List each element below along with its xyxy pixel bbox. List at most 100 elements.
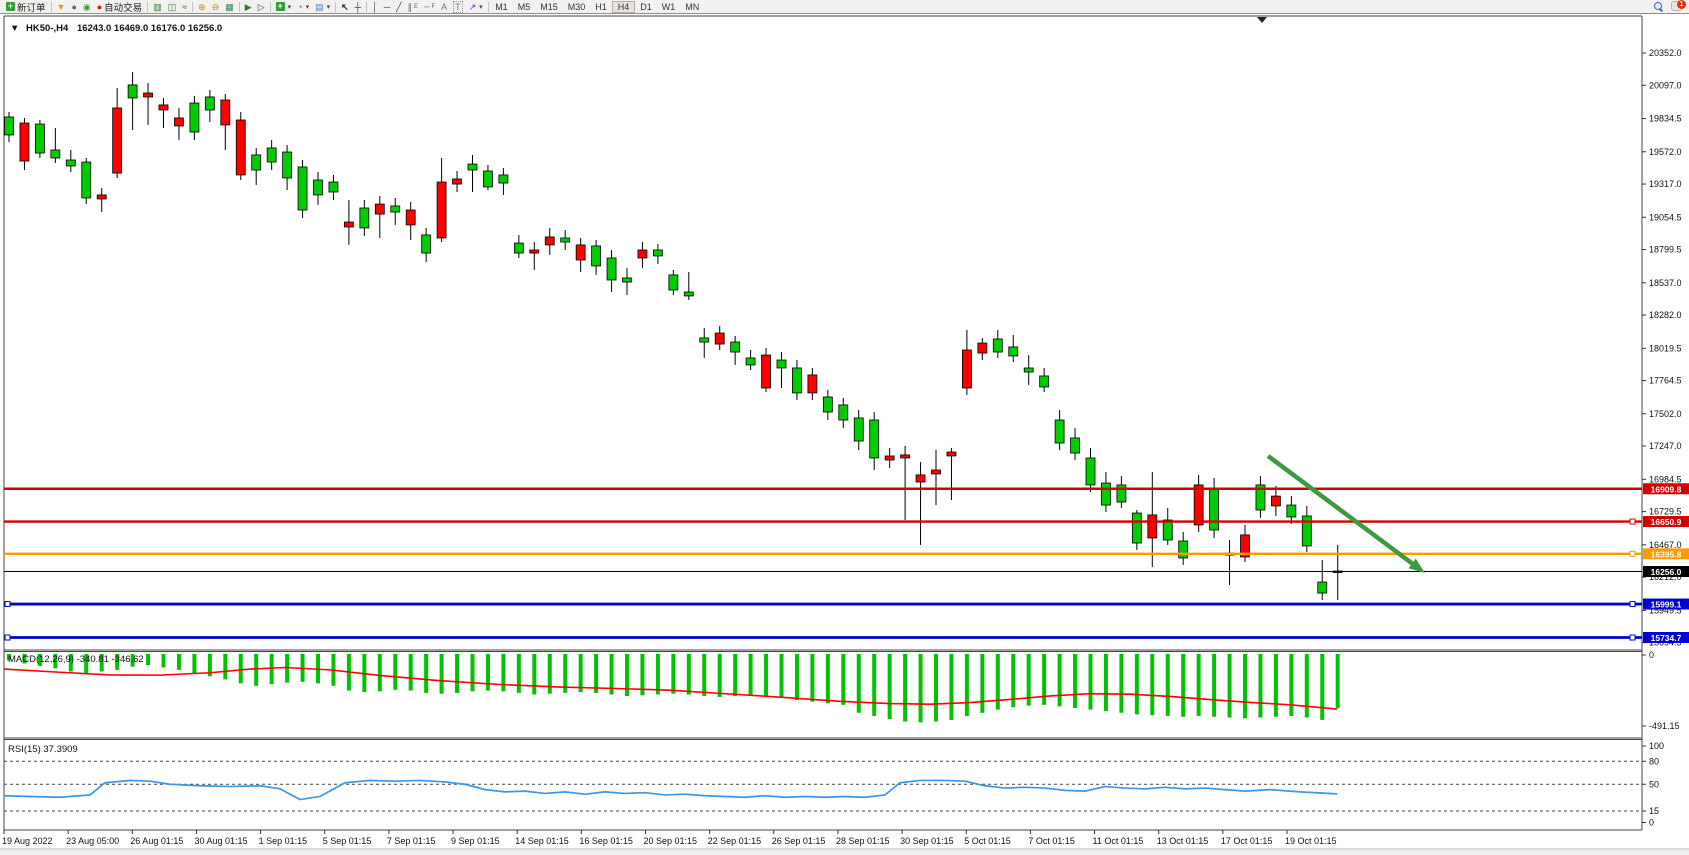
hline-handle[interactable]	[1629, 634, 1636, 641]
templates-button[interactable]: ▤ ▾	[312, 0, 333, 13]
candle-body	[1116, 484, 1127, 503]
candle	[297, 160, 308, 218]
time-tick-label: 17 Oct 01:15	[1221, 836, 1273, 846]
hline-15734.7[interactable]: 15734.7	[4, 632, 1689, 644]
trend-arrow[interactable]	[1266, 454, 1425, 573]
hline-15999.1[interactable]: 15999.1	[4, 598, 1689, 610]
hline-handle[interactable]	[1629, 518, 1636, 525]
macd-histogram-bar	[779, 654, 784, 698]
macd-histogram-bar	[84, 654, 89, 674]
candle-body	[992, 338, 1003, 353]
collapse-indicator-list-icon[interactable]: ▼	[10, 23, 19, 34]
macd-histogram-bar	[439, 654, 444, 694]
timeframe-h1[interactable]: H1	[595, 1, 607, 12]
time-tick-label: 13 Oct 01:15	[1157, 836, 1209, 846]
hline-handle[interactable]	[1629, 550, 1636, 557]
macd-histogram-bar	[238, 654, 243, 684]
zoom-out-button[interactable]: ⊖	[209, 0, 223, 13]
arrows-button[interactable]: ↗ ▾	[466, 0, 486, 13]
cursor-button[interactable]: ↖	[338, 0, 352, 13]
arrow-head[interactable]	[1408, 558, 1425, 573]
candle	[637, 242, 648, 268]
macd-histogram-bar	[733, 654, 738, 697]
candle	[792, 360, 802, 400]
candle	[127, 72, 138, 130]
candle	[1271, 485, 1281, 516]
candle	[1054, 410, 1065, 450]
price-tick-label: 16467.0	[1649, 540, 1682, 550]
candle	[220, 94, 231, 150]
hline-handle[interactable]	[1629, 601, 1636, 608]
candle-body	[436, 181, 447, 239]
candle	[282, 144, 293, 190]
timeframe-w1[interactable]: W1	[661, 1, 676, 12]
macd-histogram-bar	[578, 654, 583, 693]
line-chart-button[interactable]: ≈	[179, 0, 190, 13]
macd-histogram-bar	[37, 654, 42, 666]
price-axis[interactable]: 20352.0 20097.0 19834.5 19572.0 19317.0 19054…	[1642, 48, 1682, 648]
candlestick-button[interactable]: ◫	[165, 0, 180, 13]
timeframe-m5[interactable]: M5	[517, 1, 531, 12]
timeframe-h4[interactable]: H4	[612, 0, 635, 13]
timeframe-m1[interactable]: M1	[495, 1, 508, 12]
crosshair-button[interactable]: ┼	[352, 0, 364, 13]
tile-windows-button[interactable]: ▦	[222, 0, 237, 13]
candle	[622, 267, 632, 295]
hline-16256.0[interactable]: 16256.0	[4, 566, 1689, 578]
horizontal-line-button[interactable]: ─	[381, 0, 393, 13]
periods-button[interactable]: ◔ ▾	[294, 0, 312, 13]
candle-body	[962, 349, 972, 389]
vertical-line-button[interactable]: │	[369, 0, 381, 13]
chat-icon[interactable]: 1	[1671, 0, 1686, 11]
timeframe-d1[interactable]: D1	[640, 1, 652, 12]
auto-scroll-button[interactable]: ▶	[242, 0, 255, 13]
macd-histogram-bar	[686, 654, 691, 695]
macd-histogram-bar	[470, 654, 475, 692]
candle	[1286, 496, 1297, 525]
horizontal-lines-layer: 16909.8 16650.9 16395.8 16256.0 15999.1 15734…	[4, 483, 1689, 644]
trendline-button[interactable]: ╱	[393, 0, 404, 13]
fibonacci-button[interactable]: ┄ F	[421, 0, 438, 13]
timeframe-m30[interactable]: M30	[567, 1, 586, 12]
hline-16909.8[interactable]: 16909.8	[4, 483, 1689, 495]
toolbar-separator	[487, 1, 489, 12]
label-button[interactable]: T	[450, 0, 466, 13]
indicators-button[interactable]: + ▾	[273, 0, 295, 13]
macd-histogram-bar	[161, 654, 166, 668]
profile-button[interactable]: ●	[68, 0, 79, 13]
zoom-in-button[interactable]: ⊕	[195, 0, 209, 13]
candle-body	[900, 454, 910, 459]
timeframe-mn[interactable]: MN	[685, 1, 700, 12]
chart-shift-button[interactable]: ▷	[255, 0, 268, 13]
rsi-axis-label: 100	[1649, 741, 1664, 751]
hline-handle[interactable]	[4, 634, 11, 641]
chart-shift-marker[interactable]	[1257, 17, 1267, 23]
new-order-button[interactable]: + 新订单	[3, 0, 49, 14]
hline-16650.9[interactable]: 16650.9	[4, 516, 1689, 528]
candle	[1131, 510, 1142, 550]
time-tick-label: 9 Sep 01:15	[451, 836, 500, 846]
bar-chart-button[interactable]: ▥	[150, 0, 165, 13]
macd-histogram-bar	[377, 654, 382, 692]
macd-histogram-bar	[903, 654, 908, 722]
candle	[822, 390, 833, 420]
arrow-shaft[interactable]	[1266, 454, 1419, 569]
text-button[interactable]: A	[438, 0, 450, 13]
candle-body	[1317, 581, 1328, 594]
search-icon[interactable]	[1654, 1, 1663, 11]
hline-handle[interactable]	[4, 601, 11, 608]
autotrade-button[interactable]: ● 自动交易	[94, 0, 145, 14]
equidistant-channel-button[interactable]: ∥ E	[405, 0, 422, 13]
candle-body	[1178, 540, 1189, 559]
hline-16395.8[interactable]: 16395.8	[4, 548, 1689, 560]
time-tick-label: 23 Aug 05:00	[66, 836, 119, 846]
candle-body	[822, 396, 833, 413]
signal-button[interactable]: ◉	[80, 0, 94, 13]
hline-price-tag	[1643, 548, 1689, 560]
time-axis[interactable]: 19 Aug 2022 23 Aug 05:00 26 Aug 01:15 30 Au…	[2, 830, 1337, 846]
candle	[1317, 560, 1328, 600]
timeframe-m15[interactable]: M15	[540, 1, 558, 12]
macd-histogram-bar	[671, 654, 676, 694]
profile-icon: ●	[71, 1, 77, 12]
funnel-button[interactable]: ▼	[54, 0, 69, 13]
